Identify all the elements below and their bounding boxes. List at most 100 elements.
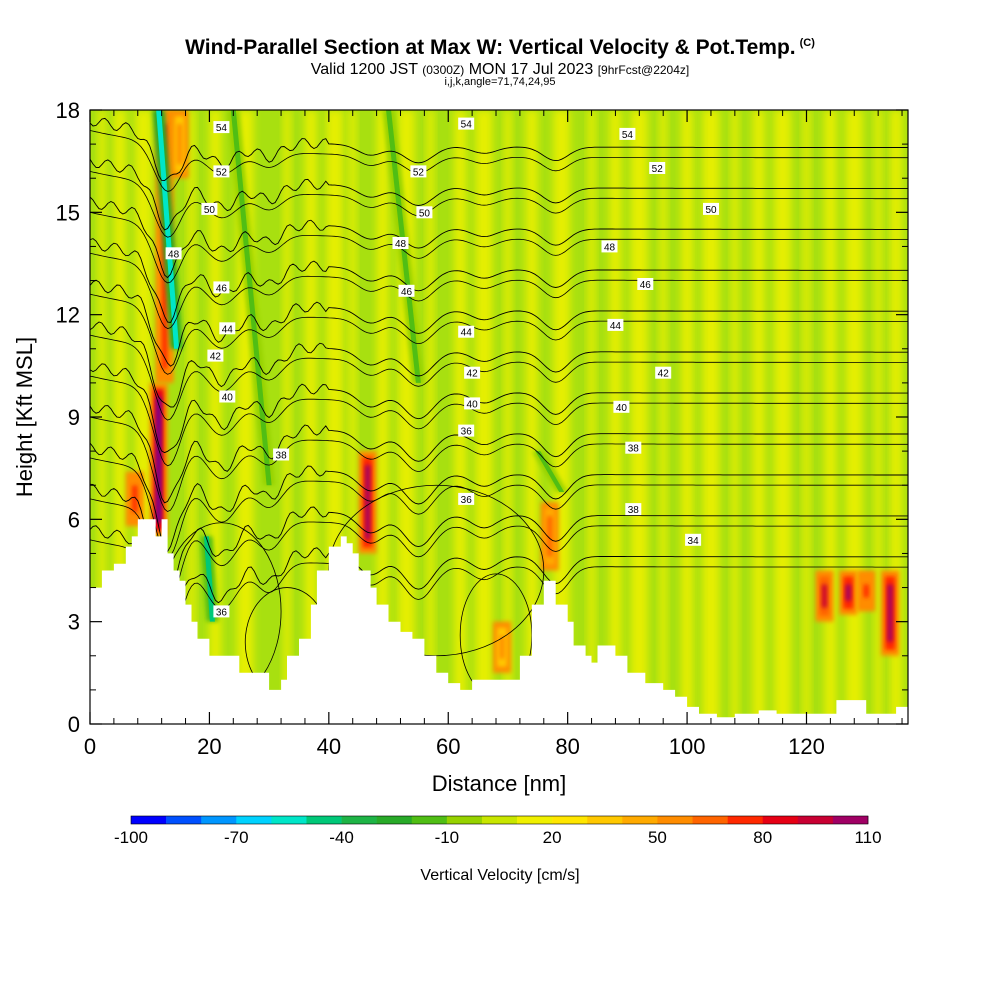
field-band: [774, 110, 792, 724]
field-band: [283, 110, 291, 724]
theta-contour-42: [90, 363, 908, 454]
contour-label: 50: [703, 202, 719, 216]
theta-contour-minor: [90, 211, 908, 284]
contour-label-bg: [416, 206, 433, 219]
colorbar-swatch: [131, 816, 167, 824]
colorbar-swatch: [657, 816, 693, 824]
theta-contour-minor: [90, 375, 908, 467]
contour-label-bg: [458, 325, 475, 338]
field-band: [681, 110, 694, 724]
field-band: [702, 110, 720, 724]
updraft-core: [547, 516, 553, 557]
updraft-core: [821, 584, 827, 608]
y-tick-label: 18: [56, 98, 80, 123]
contour-label-bg: [219, 322, 236, 335]
contour-label-bg: [464, 397, 481, 410]
contour-label-text: 40: [467, 399, 479, 410]
field-band: [630, 110, 648, 724]
contour-label-text: 54: [461, 120, 473, 131]
field-band: [731, 110, 739, 724]
contour-label: 42: [207, 349, 224, 363]
contour-label-bg: [273, 448, 290, 461]
colorbar-tick-label: -40: [329, 828, 354, 847]
contour-label: 40: [219, 390, 236, 404]
contour-label: 50: [416, 206, 433, 219]
contour-label-text: 38: [276, 451, 288, 462]
contour-label-bg: [398, 284, 415, 297]
contour-label-bg: [655, 366, 672, 379]
field-band: [504, 110, 512, 724]
colorbar-swatch: [517, 816, 553, 824]
colorbar-swatch: [201, 816, 237, 824]
contour-label-bg: [458, 117, 475, 130]
theta-contour-minor: [90, 293, 908, 375]
contour-label: 52: [649, 162, 666, 175]
grid-indices: i,j,k,angle=71,74,24,95: [444, 76, 556, 88]
y-tick-label: 9: [68, 405, 80, 430]
chart-title: Wind-Parallel Section at Max W: Vertical…: [0, 36, 1000, 60]
colorbar-swatch: [692, 816, 728, 824]
theta-contour-50: [90, 196, 908, 279]
contour-label: 52: [410, 165, 427, 178]
theta-contour-minor: [90, 252, 908, 330]
x-tick-label: 60: [436, 734, 460, 759]
contour-label-text: 50: [204, 205, 216, 216]
contour-label: 44: [607, 318, 624, 332]
theta-contour-36: [90, 483, 908, 598]
updraft-core: [132, 485, 138, 513]
contour-label-text: 50: [705, 205, 717, 216]
x-tick-label: 100: [669, 734, 706, 759]
theta-contour-minor: [90, 498, 908, 604]
contour-label: 48: [601, 240, 618, 253]
theta-contour-38: [90, 442, 908, 553]
contour-label: 48: [165, 247, 182, 260]
updraft-core: [365, 465, 371, 540]
contour-label-text: 52: [652, 164, 664, 175]
contour-label: 44: [458, 325, 475, 339]
x-tick-label: 20: [197, 734, 221, 759]
colorbar-tick-label: -10: [435, 828, 460, 847]
colorbar-swatch: [832, 816, 869, 824]
colorbar-swatch: [236, 816, 272, 824]
copyright-mark: (C): [799, 37, 815, 49]
contour-label-bg: [201, 202, 218, 215]
terrain-fill: [90, 519, 908, 724]
contour-label-text: 46: [640, 280, 652, 291]
theta-contour-minor: [90, 457, 908, 558]
colorbar-swatch: [271, 816, 307, 824]
contour-label-text: 52: [413, 167, 425, 178]
contour-label-text: 36: [461, 427, 473, 438]
theta-contour-52: [90, 158, 908, 231]
valid-prefix: Valid 1200 JST: [310, 61, 418, 78]
contour-label: 38: [625, 441, 642, 455]
theta-contour-44: [90, 321, 908, 408]
contour-label-text: 44: [222, 324, 234, 335]
field-band: [349, 110, 357, 724]
contour-label: 36: [213, 605, 230, 618]
contour-label-bg: [410, 165, 427, 178]
colorbar-swatch: [622, 816, 658, 824]
y-axis-label: Height [Kft MSL]: [12, 337, 37, 497]
x-tick-label: 120: [788, 734, 825, 759]
contour-label-text: 38: [628, 505, 640, 516]
contour-label-text: 44: [610, 321, 622, 332]
title-main: Wind-Parallel Section at Max W: Vertical…: [185, 36, 796, 59]
updraft-core: [499, 635, 505, 659]
contour-label-bg: [703, 202, 719, 215]
colorbar-tick-label: -70: [224, 828, 249, 847]
contour-label-bg: [619, 127, 636, 140]
field-band: [845, 110, 863, 724]
contour-label-bg: [213, 165, 230, 178]
contour-label: 36: [458, 492, 475, 506]
contour-label: 40: [464, 397, 481, 410]
field-band: [824, 110, 837, 724]
contour-label-text: 46: [216, 283, 228, 294]
contour-label-text: 54: [216, 123, 228, 134]
contour-label: 44: [219, 322, 236, 335]
contour-label: 46: [637, 278, 654, 291]
colorbar-tick-label: -100: [114, 828, 148, 847]
contour-label: 38: [273, 448, 290, 462]
contour-label: 52: [213, 165, 230, 178]
